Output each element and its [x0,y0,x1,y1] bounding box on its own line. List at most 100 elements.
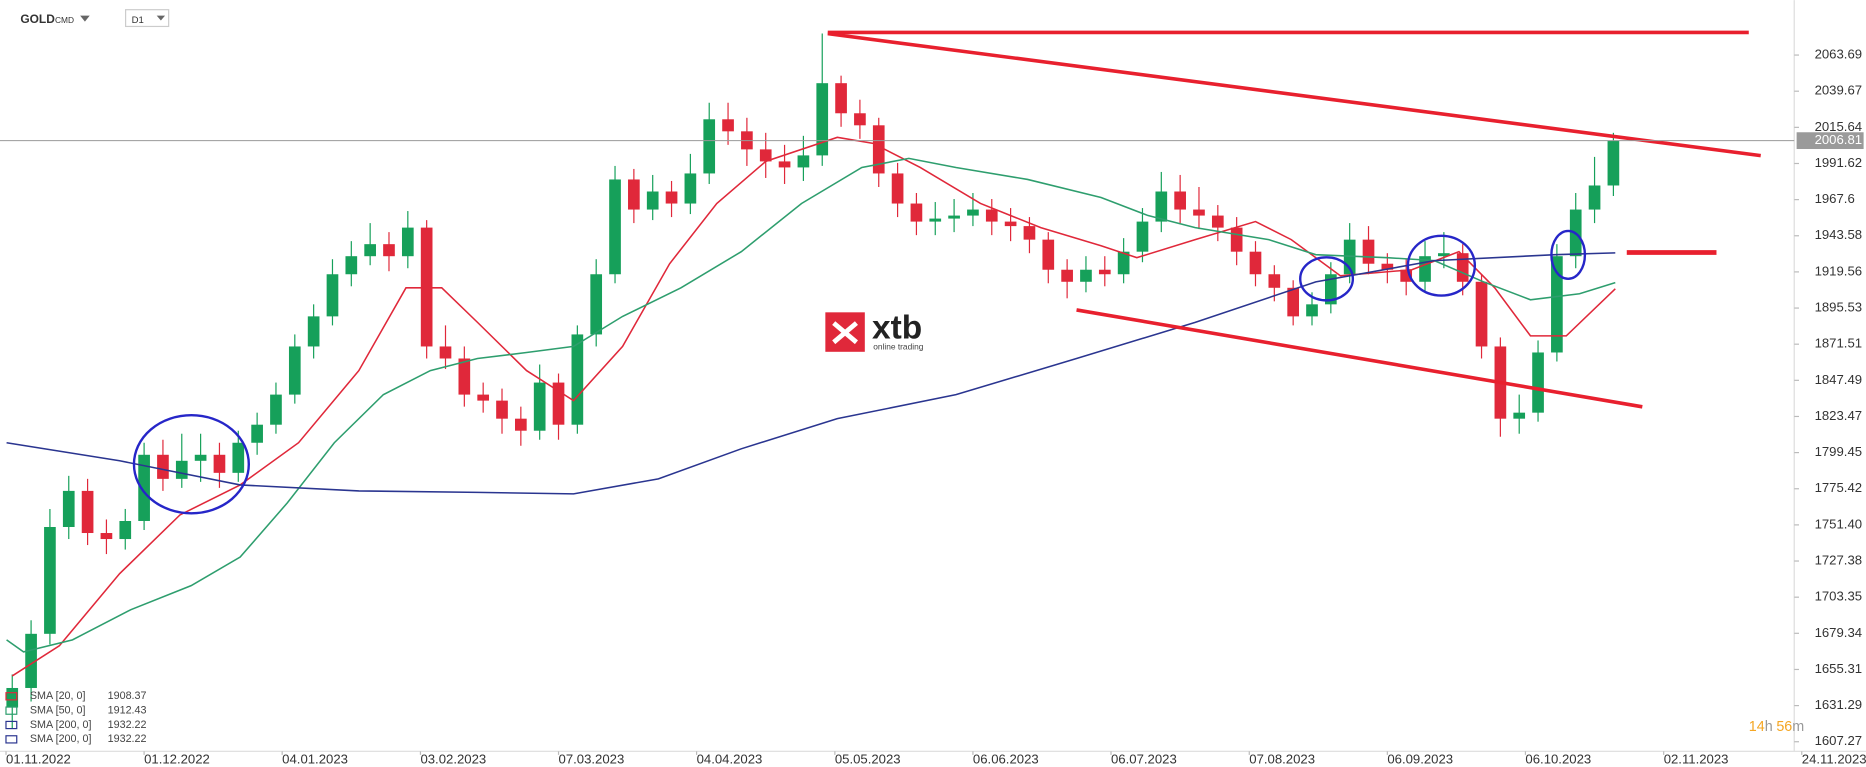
candle-body [552,382,565,425]
candle-body [62,490,75,527]
candle-body [703,119,716,174]
interval-box[interactable] [124,9,170,28]
logo: xtb online trading [825,310,924,352]
sma-line [6,157,1616,653]
candle-body [458,358,471,395]
highlight-ellipse [1299,256,1355,302]
candle-body [1607,140,1620,186]
annotations [827,30,1761,409]
candle-body [816,83,829,156]
legend-icon [5,720,18,730]
x-tick-label: 03.02.2023 [420,751,486,766]
candle-body [326,274,339,317]
candle-body [1042,239,1055,270]
candle-body [25,633,37,688]
candle-body [401,227,414,257]
legend-label: SMA [20, 0] [30,690,86,702]
candle-body [1381,263,1394,270]
candle-body [6,687,19,708]
candle-body [477,394,490,401]
symbol[interactable]: GOLD [20,12,55,26]
candle-body [835,83,847,114]
candle-body [1268,274,1281,288]
candle-body [1400,269,1413,282]
candle-body [1004,221,1017,227]
candle-body [722,119,734,132]
candle-body [288,346,301,395]
candle-body [1136,221,1149,252]
legend-icon [5,735,18,744]
legend-value: 1932.22 [108,733,147,745]
countdown-unit: m [1792,719,1804,735]
legend-value: 1912.43 [108,704,147,716]
candle-body [1513,412,1526,419]
countdown: 14h 56m [1749,719,1804,735]
candle-body [1438,253,1450,257]
legend-icon [5,706,18,715]
plot-area: 1607.27 1631.29 1655.31 1679.34 1703.35 1727.… [5,33,1866,766]
sma-line [11,136,1616,677]
countdown-unit: h [1765,719,1773,735]
candle-body [81,490,94,534]
y-tick-label: 1703.35 [1815,589,1863,604]
trend-line [1076,308,1643,409]
candle-body [1419,256,1431,282]
candle-body [609,179,621,275]
candle-body [515,418,527,431]
y-tick-label: 1847.49 [1815,372,1863,387]
x-tick-label: 05.05.2023 [835,751,901,766]
candle-body [684,173,697,204]
candle-body [1306,304,1318,317]
y-tick-label: 1727.38 [1815,553,1863,568]
market: CMD [55,15,74,25]
y-tick-label: 1871.51 [1815,336,1863,351]
highlight-ellipse [1550,229,1587,281]
candle-body [929,218,942,222]
candle-body [854,113,866,126]
candle-body [571,334,584,425]
x-tick-label: 07.03.2023 [559,751,625,766]
y-tick-label: 1607.27 [1815,733,1863,748]
y-tick-label: 1655.31 [1815,661,1863,676]
candle-body [1287,287,1300,317]
candle-body [533,382,546,431]
candle-body [364,244,376,257]
candle-body [1588,185,1601,210]
candle-body [1249,251,1262,275]
candle-body [44,527,56,634]
x-tick-label: 06.10.2023 [1525,751,1591,766]
candle-body [496,400,508,419]
candle-body [119,520,132,540]
y-tick-label: 1823.47 [1815,408,1863,423]
candle-body [1475,281,1488,347]
y-tick-label: 1991.62 [1815,155,1863,170]
dropdown-arrow[interactable] [156,15,166,21]
candle-body [270,394,282,425]
candle-body [797,155,810,168]
legend-icon [5,692,18,701]
countdown-minutes: 56 [1776,719,1792,735]
candle-body [1551,256,1563,353]
interval[interactable]: D1 [132,15,144,26]
candle-body [213,454,226,473]
candle-body [1456,253,1469,282]
candle-body [251,424,263,443]
y-tick-label: 1751.40 [1815,516,1863,531]
dropdown-arrow[interactable] [80,15,90,22]
candle-body [1023,226,1036,240]
logo-text: xtb [872,310,922,347]
highlight-ellipse [132,414,250,515]
candle-body [985,209,998,222]
candle-body [157,454,169,479]
highlight-ellipse [1406,234,1477,297]
candle-body [345,256,358,275]
legend-value: 1908.37 [108,690,147,702]
candle-body [590,274,603,335]
x-tick-label: 06.09.2023 [1387,751,1453,766]
y-tick-label: 2015.64 [1815,119,1863,134]
last-price-label: 2006.81 [1815,132,1863,147]
candle-body [1193,209,1205,216]
y-tick-label: 1631.29 [1815,697,1863,712]
